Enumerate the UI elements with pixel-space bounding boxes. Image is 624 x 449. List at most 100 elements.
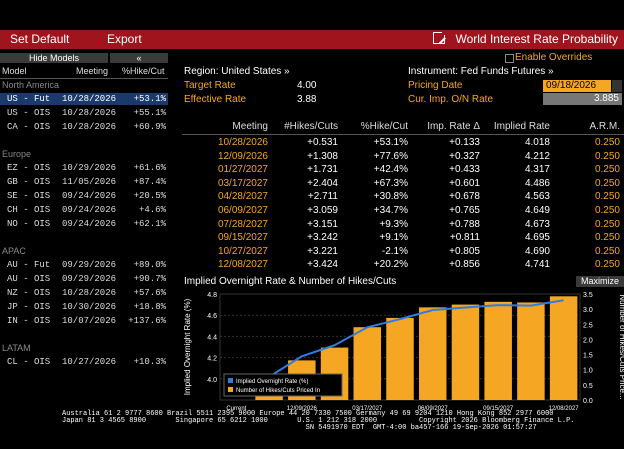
model-row[interactable]: NZ - OIS 10/28/2026 +57.6%	[0, 287, 168, 299]
model-meeting: 09/29/2026	[62, 260, 117, 270]
region-header: LATAM	[2, 343, 31, 353]
x-tick-label: 09/15/2027	[483, 406, 514, 412]
model-row[interactable]: JP - OIS 10/30/2026 +18.8%	[0, 301, 168, 313]
th-arm[interactable]: A.R.M.	[589, 121, 620, 132]
model-row[interactable]: NO - OIS 09/24/2026 +62.1%	[0, 218, 168, 230]
cell-hikes-cuts: +3.151	[307, 218, 338, 230]
th-imp-rate-delta[interactable]: Imp. Rate Δ	[427, 121, 480, 132]
model-name: US - Fut	[7, 94, 51, 104]
hide-models-button[interactable]: Hide Models	[0, 53, 108, 63]
model-hike-cut: +137.6%	[128, 316, 166, 326]
th-hike-cut-pct[interactable]: %Hike/Cut	[360, 121, 408, 132]
table-row[interactable]: 06/09/2027 +3.059 +34.7% +0.765 4.649 0.250	[182, 205, 624, 217]
meetings-table: Meeting #Hikes/Cuts %Hike/Cut Imp. Rate …	[182, 120, 624, 272]
footer-line-3: SN 5491970 EDT GMT-4:00 ba457-166 19-Sep…	[62, 424, 537, 432]
model-hike-cut: +60.9%	[133, 122, 166, 132]
col-header-model[interactable]: Model	[2, 66, 27, 76]
cell-hikes-cuts: +3.424	[307, 259, 338, 271]
model-row[interactable]: AU - Fut 09/29/2026 +89.0%	[0, 259, 168, 271]
cell-arm: 0.250	[594, 191, 620, 203]
region-header: North America	[2, 80, 60, 90]
window-title: World Interest Rate Probability	[433, 30, 618, 46]
cell-imp-rate-delta: +0.327	[449, 150, 480, 162]
y-tick-label: 4.6	[207, 313, 217, 320]
y2-axis-label: Number of Hikes/Cuts Price...	[618, 294, 624, 399]
cell-implied-rate: 4.563	[524, 191, 550, 203]
table-row[interactable]: 12/09/2026 +1.308 +77.6% +0.327 4.212 0.250	[182, 151, 624, 163]
model-row[interactable]: US - Fut 10/28/2026 +53.1%	[0, 93, 168, 105]
model-meeting: 10/28/2026	[62, 108, 117, 118]
model-row[interactable]: IN - OIS 10/07/2026 +137.6%	[0, 315, 168, 327]
cell-implied-rate: 4.317	[524, 164, 550, 176]
export-button[interactable]: Export	[107, 32, 142, 46]
model-row[interactable]: GB - OIS 11/05/2026 +87.4%	[0, 176, 168, 188]
chart-title: Implied Overnight Rate & Number of Hikes…	[184, 276, 397, 287]
y2-tick-label: 0.5	[583, 383, 593, 390]
cell-meeting: 12/09/2026	[217, 150, 268, 162]
calendar-icon[interactable]	[612, 80, 622, 92]
model-row[interactable]: CA - OIS 10/28/2026 +60.9%	[0, 121, 168, 133]
cur-imp-rate-field[interactable]: 3.885	[543, 93, 622, 105]
th-implied-rate[interactable]: Implied Rate	[493, 121, 550, 132]
cell-hike-cut-pct: +20.2%	[373, 259, 408, 271]
enable-overrides-checkbox[interactable]	[505, 54, 514, 63]
col-header-meeting[interactable]: Meeting	[76, 66, 109, 76]
table-row[interactable]: 10/28/2026 +0.531 +53.1% +0.133 4.018 0.250	[182, 137, 624, 149]
model-row[interactable]: CH - OIS 09/24/2026 +4.6%	[0, 204, 168, 216]
y-tick-label: 4.8	[207, 292, 217, 299]
model-meeting: 10/28/2026	[62, 288, 117, 298]
model-row[interactable]: SE - OIS 09/24/2026 +20.5%	[0, 190, 168, 202]
instrument-selector[interactable]: Instrument: Fed Funds Futures »	[408, 66, 554, 77]
model-row[interactable]: AU - OIS 09/29/2026 +90.7%	[0, 273, 168, 285]
cell-hike-cut-pct: +30.8%	[373, 191, 408, 203]
cell-arm: 0.250	[594, 218, 620, 230]
table-row[interactable]: 07/28/2027 +3.151 +9.3% +0.788 4.673 0.250	[182, 219, 624, 231]
bar-hikes-cuts	[353, 327, 382, 400]
table-row[interactable]: 10/27/2027 +3.221 -2.1% +0.805 4.690 0.250	[182, 246, 624, 258]
cell-hike-cut-pct: +53.1%	[373, 137, 408, 148]
cell-hike-cut-pct: +34.7%	[373, 205, 408, 216]
cell-hike-cut-pct: -2.1%	[381, 245, 408, 257]
cell-arm: 0.250	[594, 150, 620, 162]
bar-hikes-cuts	[386, 317, 414, 400]
col-header-hike-cut[interactable]: %Hike/Cut	[122, 66, 165, 76]
enable-overrides-label: Enable Overrides	[515, 52, 593, 63]
th-hikes-cuts[interactable]: #Hikes/Cuts	[284, 121, 338, 132]
collapse-panel-button[interactable]: «	[110, 53, 168, 63]
x-tick-label: 06/09/2027	[418, 406, 449, 412]
table-row[interactable]: 04/28/2027 +2.711 +30.8% +0.678 4.563 0.250	[182, 191, 624, 203]
set-default-button[interactable]: Set Default	[10, 32, 70, 46]
cell-imp-rate-delta: +0.765	[449, 205, 480, 216]
model-meeting: 11/05/2026	[62, 177, 117, 187]
model-meeting: 09/24/2026	[62, 219, 117, 229]
cell-arm: 0.250	[594, 205, 620, 216]
model-hike-cut: +10.3%	[133, 357, 166, 367]
popout-icon[interactable]	[433, 30, 448, 44]
model-row[interactable]: CL - OIS 10/27/2026 +10.3%	[0, 356, 168, 368]
region-selector[interactable]: Region: United States »	[184, 66, 290, 77]
th-meeting[interactable]: Meeting	[232, 121, 268, 132]
effective-rate-label: Effective Rate	[184, 94, 247, 105]
cell-implied-rate: 4.649	[524, 205, 550, 216]
table-row[interactable]: 09/15/2027 +3.242 +9.1% +0.811 4.695 0.250	[182, 232, 624, 244]
cell-meeting: 07/28/2027	[217, 218, 268, 230]
cell-hikes-cuts: +2.711	[307, 191, 338, 203]
model-meeting: 10/28/2026	[62, 122, 117, 132]
cell-implied-rate: 4.486	[524, 177, 550, 189]
chart-header: Implied Overnight Rate & Number of Hikes…	[182, 276, 624, 288]
model-row[interactable]: EZ - OIS 10/29/2026 +61.6%	[0, 162, 168, 174]
region-header: Europe	[2, 149, 32, 159]
cell-meeting: 09/15/2027	[217, 232, 268, 244]
rate-chart: 4.0 4.2 4.4 4.6 4.8 0.0 0.5 1.0 1.5 2.0 2.5 3.0 3.5 C…	[182, 288, 624, 412]
model-meeting: 10/07/2026	[62, 316, 117, 326]
cell-hikes-cuts: +0.531	[307, 137, 338, 148]
table-row[interactable]: 01/27/2027 +1.731 +42.4% +0.433 4.317 0.250	[182, 164, 624, 176]
pricing-date-field[interactable]: 09/18/2026	[543, 80, 611, 92]
model-meeting: 10/27/2026	[62, 357, 117, 367]
model-meeting: 10/29/2026	[62, 163, 117, 173]
model-name: GB - OIS	[7, 177, 51, 187]
model-row[interactable]: US - OIS 10/28/2026 +55.1%	[0, 107, 168, 119]
table-row[interactable]: 12/08/2027 +3.424 +20.2% +0.856 4.741 0.250	[182, 259, 624, 271]
maximize-button[interactable]: Maximize	[576, 276, 624, 287]
table-row[interactable]: 03/17/2027 +2.404 +67.3% +0.601 4.486 0.250	[182, 178, 624, 190]
